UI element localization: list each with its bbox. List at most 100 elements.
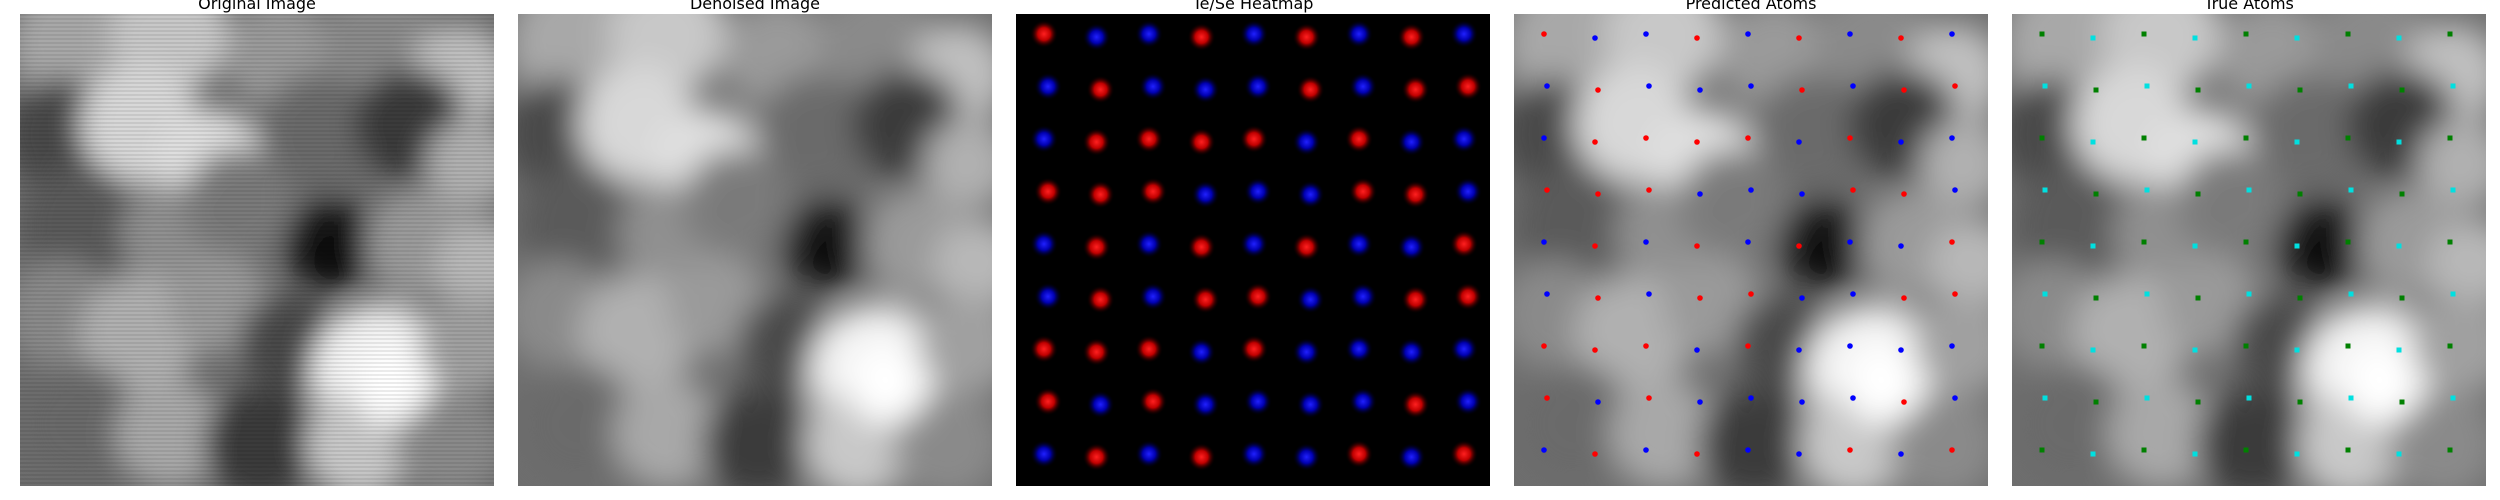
predicted-se-atom [1850, 83, 1856, 89]
se-atom-spot [1345, 20, 1373, 48]
true-atom-type-a [2141, 135, 2147, 141]
predicted-se-atom [1796, 347, 1802, 353]
predicted-te-atom [1541, 343, 1547, 349]
predicted-te-atom [1646, 395, 1652, 401]
panel-te-se-heatmap: Te/Se Heatmap [1016, 0, 1490, 486]
predicted-se-atom [1952, 395, 1958, 401]
te-atom-spot [1082, 128, 1111, 156]
true-atom-type-a [2195, 295, 2201, 301]
true-atom-type-a [2447, 343, 2453, 349]
true-atom-type-b [2450, 83, 2456, 89]
se-atom-spot [1082, 23, 1111, 51]
panel-title-true: True Atoms [2204, 0, 2294, 13]
panel-true-atoms: True Atoms [2012, 0, 2486, 486]
predicted-se-atom [1748, 187, 1754, 193]
predicted-se-atom [1745, 447, 1751, 453]
true-atom-type-b [2090, 243, 2096, 249]
te-atom-spot [1292, 23, 1321, 51]
predicted-te-atom [1592, 451, 1598, 457]
predicted-se-atom [1898, 347, 1904, 353]
te-atom-spot [1086, 180, 1115, 209]
predicted-te-atom [1541, 31, 1547, 37]
predicted-se-atom [1799, 191, 1805, 197]
te-atom-spot [1139, 177, 1167, 206]
predicted-te-atom [1544, 187, 1550, 193]
predicted-se-atom [1850, 395, 1856, 401]
predicted-se-atom [1541, 447, 1547, 453]
te-atom-spot [1082, 338, 1111, 366]
te-atom-spot [1401, 75, 1430, 104]
predicted-se-atom [1646, 291, 1652, 297]
predicted-se-atom [1898, 243, 1904, 249]
predicted-se-atom [1646, 83, 1652, 89]
predicted-se-atom [1643, 31, 1649, 37]
te-atom-spot [1244, 282, 1272, 311]
true-atom-type-a [2039, 343, 2045, 349]
predicted-se-atom [1544, 291, 1550, 297]
te-atom-spot [1086, 285, 1115, 314]
true-atom-type-a [2039, 135, 2045, 141]
true-atom-type-b [2192, 347, 2198, 353]
true-atom-type-a [2243, 239, 2249, 245]
original-image [20, 14, 494, 486]
true-atom-type-b [2042, 395, 2048, 401]
predicted-te-atom [1952, 83, 1958, 89]
heatmap-atoms [1030, 20, 1482, 471]
se-atom-spot [1292, 443, 1321, 471]
true-atom-type-a [2243, 135, 2249, 141]
se-atom-spot [1139, 282, 1167, 311]
se-atom-spot [1397, 338, 1426, 366]
heatmap-image [1016, 14, 1490, 486]
true-atom-type-b [2294, 451, 2300, 457]
true-atom-type-b [2090, 451, 2096, 457]
te-atom-spot [1034, 177, 1062, 206]
predicted-se-atom [1541, 239, 1547, 245]
predicted-se-atom [1796, 451, 1802, 457]
te-atom-spot [1030, 335, 1058, 363]
panel-predicted-atoms: Predicted Atoms [1514, 0, 1988, 486]
se-atom-spot [1450, 20, 1478, 48]
panel-original-image: Original Image [20, 0, 494, 486]
predicted-se-atom [1850, 291, 1856, 297]
true-atom-type-a [2345, 447, 2351, 453]
se-atom-spot [1454, 387, 1482, 416]
true-atom-type-b [2348, 395, 2354, 401]
predicted-te-atom [1592, 243, 1598, 249]
se-atom-spot [1139, 72, 1167, 101]
true-atom-type-a [2399, 295, 2405, 301]
true-atom-type-b [2396, 35, 2402, 41]
te-atom-spot [1082, 443, 1111, 471]
se-atom-spot [1034, 72, 1062, 101]
predicted-te-atom [1847, 135, 1853, 141]
texture [20, 14, 494, 486]
true-atom-type-a [2297, 191, 2303, 197]
te-atom-spot [1187, 233, 1216, 261]
true-atom-type-a [2399, 399, 2405, 405]
se-atom-spot [1345, 230, 1373, 258]
true-atom-type-a [2195, 87, 2201, 93]
te-atom-spot [1187, 23, 1216, 51]
predicted-te-atom [1796, 35, 1802, 41]
predicted-te-atom [1745, 135, 1751, 141]
true-atom-type-a [2345, 135, 2351, 141]
predicted-te-atom [1901, 295, 1907, 301]
predicted-te-atom [1847, 447, 1853, 453]
te-atom-spot [1240, 125, 1268, 153]
true-atom-type-b [2042, 291, 2048, 297]
se-atom-spot [1397, 443, 1426, 471]
true-atom-type-a [2141, 343, 2147, 349]
predicted-te-atom [1901, 87, 1907, 93]
te-atom-spot [1345, 125, 1373, 153]
true-atom-type-a [2093, 295, 2099, 301]
predicted-se-atom [1898, 451, 1904, 457]
true-atom-type-a [2039, 239, 2045, 245]
true-atom-type-b [2192, 451, 2198, 457]
true-atom-type-b [2090, 347, 2096, 353]
predicted-se-atom [1949, 343, 1955, 349]
predicted-te-atom [1745, 343, 1751, 349]
te-atom-spot [1292, 233, 1321, 261]
predicted-te-atom [1694, 35, 1700, 41]
predicted-se-atom [1952, 187, 1958, 193]
predicted-se-atom [1745, 31, 1751, 37]
se-atom-spot [1030, 125, 1058, 153]
